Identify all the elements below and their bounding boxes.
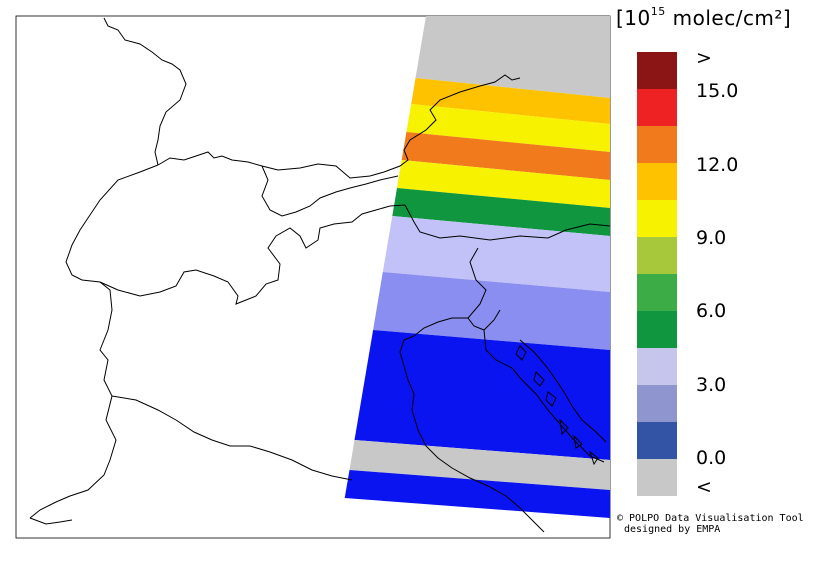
swath-row	[401, 132, 610, 180]
swath-row	[373, 272, 610, 350]
legend-swatch	[637, 237, 677, 275]
legend-swatch	[637, 200, 677, 238]
legend-label: 9.0	[696, 227, 727, 249]
legend-label: 3.0	[696, 374, 727, 396]
legend-label: >	[696, 47, 712, 69]
legend-swatch	[637, 163, 677, 201]
swath-row	[397, 160, 610, 208]
swath-row	[406, 104, 610, 152]
legend-swatch	[637, 422, 677, 460]
legend-swatch	[637, 385, 677, 423]
legend-label: 6.0	[696, 300, 727, 322]
satellite-swath	[344, 16, 610, 518]
legend-swatch	[637, 348, 677, 386]
swath-row	[354, 330, 610, 460]
legend-swatch	[637, 52, 677, 90]
legend-color-bar	[637, 52, 677, 496]
credit-line-2: designed by EMPA	[624, 524, 721, 535]
legend-swatch	[637, 89, 677, 127]
swath-row	[415, 16, 610, 98]
country-borders	[29, 17, 611, 533]
legend-unit-title: [1015 molec/cm²]	[616, 5, 792, 30]
legend-swatch	[637, 274, 677, 312]
credit-line-1: © POLPO Data Visualisation Tool	[617, 513, 804, 524]
legend-label: 15.0	[696, 80, 739, 102]
legend-label: 0.0	[696, 447, 727, 469]
swath-row	[411, 78, 610, 124]
swath-row	[344, 470, 610, 518]
legend-label: <	[696, 476, 712, 498]
swath-row	[392, 188, 610, 236]
legend-swatch	[637, 126, 677, 164]
legend-label: 12.0	[696, 154, 739, 176]
legend-swatch	[637, 311, 677, 349]
legend-swatch	[637, 459, 677, 496]
swath-row	[382, 216, 610, 292]
swath-row	[349, 440, 610, 490]
